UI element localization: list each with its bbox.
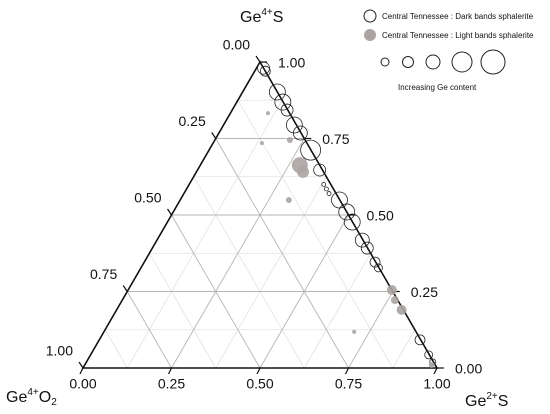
data-point	[390, 296, 399, 305]
data-point	[326, 191, 332, 196]
grid-line	[348, 291, 394, 369]
data-point	[292, 125, 308, 141]
data-point	[321, 181, 327, 187]
right-tick-label: 0.00	[455, 361, 482, 377]
label-part: S	[498, 393, 509, 410]
size-legend	[380, 49, 506, 75]
label-part: Ge	[465, 393, 486, 410]
legend-label: Central Tennessee : Light bands sphaleri…	[382, 31, 534, 40]
data-point	[280, 103, 294, 117]
left-tick-label: 1.00	[46, 343, 73, 359]
grid-line	[193, 176, 305, 369]
tick-mark	[344, 367, 350, 375]
grid-line	[392, 329, 416, 369]
legend-marker	[363, 9, 377, 23]
left-tick-label: 0.75	[90, 266, 117, 282]
data-point	[285, 116, 303, 134]
label-part: 2	[51, 397, 57, 408]
legend-label: Central Tennessee : Dark bands sphalerit…	[382, 12, 534, 21]
data-point	[313, 163, 327, 177]
right-tick-label: 0.50	[367, 208, 394, 224]
grid-line	[171, 138, 305, 369]
data-point	[300, 139, 322, 161]
data-point	[274, 93, 292, 111]
size-legend-circle	[380, 57, 390, 67]
data-point	[414, 334, 426, 346]
tick-mark	[78, 361, 84, 369]
data-point	[360, 241, 374, 255]
bottom-tick-label: 0.25	[158, 376, 185, 392]
data-point	[285, 197, 292, 204]
label-part: O	[39, 389, 51, 406]
data-point	[396, 304, 407, 315]
data-point	[352, 329, 357, 334]
grid-line	[259, 214, 349, 369]
data-point	[369, 256, 381, 268]
right-tick-label: 0.25	[411, 284, 438, 300]
label-part: Ge	[240, 9, 261, 26]
bottom-tick-label: 1.00	[423, 376, 450, 392]
grid-line	[303, 253, 371, 369]
label-part: Ge	[6, 389, 27, 406]
bottom-tick-label: 0.75	[335, 376, 362, 392]
size-legend-circle	[425, 54, 441, 70]
size-legend-circle	[402, 56, 414, 68]
tick-mark	[433, 367, 438, 375]
grid-line	[126, 291, 172, 369]
data-point	[343, 213, 361, 231]
size-legend-circle	[451, 51, 473, 73]
data-point	[323, 186, 329, 192]
label-part: 4+	[261, 7, 273, 18]
grid-line	[171, 214, 261, 369]
top-vertex-label: Ge4+S	[240, 7, 283, 27]
grid-line	[215, 176, 327, 369]
data-point	[297, 165, 310, 178]
data-point	[424, 350, 434, 360]
data-point	[259, 65, 271, 77]
right-vertex-label: Ge2+S	[465, 391, 508, 411]
data-point	[386, 284, 397, 295]
data-point	[354, 232, 370, 248]
tick-mark	[79, 367, 84, 375]
left-tick-label: 0.25	[179, 113, 206, 129]
grid-line	[237, 100, 394, 369]
data-point	[286, 137, 293, 144]
data-point	[338, 203, 356, 221]
data-point	[268, 83, 286, 101]
right-tick-label: 0.75	[322, 131, 349, 147]
grid-line	[149, 253, 217, 369]
data-point	[374, 263, 383, 273]
grid-line	[126, 100, 283, 369]
tick-mark	[211, 132, 217, 139]
grid-line	[215, 138, 349, 369]
tick-mark	[255, 55, 261, 63]
label-part: 2+	[486, 391, 498, 402]
size-legend-label: Increasing Ge content	[398, 83, 477, 92]
tick-mark	[256, 367, 261, 375]
left-vertex-label: Ge4+O2	[6, 387, 57, 408]
tick-mark	[167, 208, 172, 216]
data-point	[265, 111, 270, 116]
data-point	[428, 361, 435, 368]
right-tick-label: 1.00	[278, 55, 305, 71]
left-tick-label: 0.00	[223, 37, 250, 53]
tick-mark	[167, 367, 173, 375]
grid-line	[104, 329, 128, 369]
tick-mark	[122, 285, 128, 292]
data-point	[259, 141, 264, 146]
label-part: 4+	[27, 387, 39, 398]
bottom-tick-label: 0.00	[69, 376, 96, 392]
legend-marker	[364, 29, 376, 41]
bottom-tick-label: 0.50	[246, 376, 273, 392]
label-part: S	[273, 9, 284, 26]
left-tick-label: 0.50	[134, 190, 161, 206]
size-legend-circle	[480, 49, 506, 75]
